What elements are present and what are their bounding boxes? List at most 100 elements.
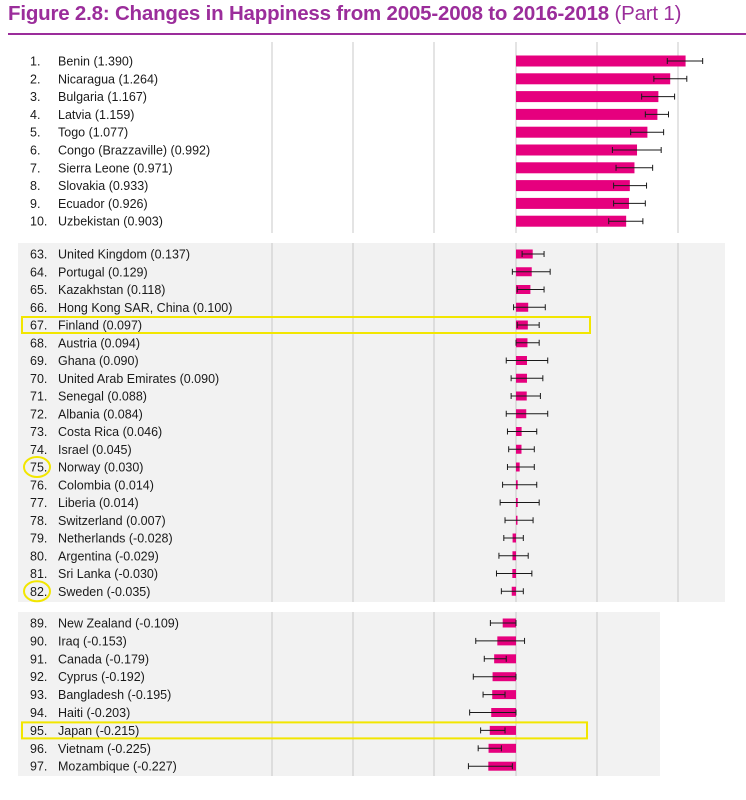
country-label: Switzerland (0.007) [58, 514, 166, 528]
country-label: Sweden (-0.035) [58, 585, 150, 599]
country-label: Israel (0.045) [58, 443, 132, 457]
rank-label: 74. [30, 443, 47, 457]
rank-label: 80. [30, 549, 47, 563]
country-label: Portugal (0.129) [58, 265, 148, 279]
bar [516, 108, 658, 120]
figure-title-part: (Part 1) [614, 2, 682, 25]
bar [488, 743, 516, 753]
country-label: Congo (Brazzaville) (0.992) [58, 144, 210, 158]
rank-label: 2. [30, 72, 40, 86]
country-label: Slovakia (0.933) [58, 179, 148, 193]
bar [516, 215, 627, 227]
country-label: Mozambique (-0.227) [58, 760, 177, 774]
country-label: Canada (-0.179) [58, 652, 149, 666]
rank-label: 72. [30, 407, 47, 421]
country-label: United Arab Emirates (0.090) [58, 372, 219, 386]
rank-label: 69. [30, 354, 47, 368]
country-label: Cyprus (-0.192) [58, 670, 145, 684]
country-label: Japan (-0.215) [58, 724, 139, 738]
country-label: Argentina (-0.029) [58, 549, 159, 563]
country-label: Costa Rica (0.046) [58, 425, 162, 439]
rank-label: 75. [30, 461, 47, 475]
country-label: New Zealand (-0.109) [58, 617, 179, 631]
country-label: Nicaragua (1.264) [58, 72, 158, 86]
rank-label: 78. [30, 514, 47, 528]
rank-label: 5. [30, 126, 40, 140]
rank-label: 4. [30, 108, 40, 122]
bar [516, 73, 671, 85]
bar [516, 91, 659, 103]
bar [516, 55, 686, 67]
highlight-box [21, 316, 591, 334]
rank-label: 66. [30, 301, 47, 315]
highlight-box [21, 721, 588, 740]
rank-label: 97. [30, 760, 47, 774]
rank-label: 96. [30, 742, 47, 756]
rank-label: 93. [30, 688, 47, 702]
country-label: Togo (1.077) [58, 126, 128, 140]
country-label: Colombia (0.014) [58, 478, 154, 492]
country-label: Kazakhstan (0.118) [58, 283, 165, 297]
rank-label: 10. [30, 215, 47, 229]
bar [516, 144, 638, 156]
rank-label: 63. [30, 248, 47, 262]
country-label: Liberia (0.014) [58, 496, 139, 510]
figure-title-main: Figure 2.8: Changes in Happiness from 20… [8, 2, 609, 25]
rank-label: 67. [30, 319, 47, 333]
rank-label: 91. [30, 652, 47, 666]
rank-label: 7. [30, 161, 40, 175]
rank-label: 94. [30, 706, 47, 720]
rank-label: 76. [30, 478, 47, 492]
rank-label: 9. [30, 197, 40, 211]
bar [516, 162, 635, 174]
country-label: United Kingdom (0.137) [58, 248, 190, 262]
rank-label: 8. [30, 179, 40, 193]
country-label: Ecuador (0.926) [58, 197, 148, 211]
country-label: Bulgaria (1.167) [58, 90, 147, 104]
bar [516, 126, 648, 138]
country-label: Uzbekistan (0.903) [58, 215, 163, 229]
country-label: Austria (0.094) [58, 336, 140, 350]
country-label: Sierra Leone (0.971) [58, 161, 173, 175]
country-label: Norway (0.030) [58, 461, 143, 475]
country-label: Iraq (-0.153) [58, 634, 127, 648]
rank-label: 90. [30, 634, 47, 648]
country-label: Benin (1.390) [58, 55, 133, 69]
rank-label: 77. [30, 496, 47, 510]
country-label: Senegal (0.088) [58, 390, 147, 404]
country-label: Hong Kong SAR, China (0.100) [58, 301, 232, 315]
bar [516, 197, 629, 209]
country-label: Vietnam (-0.225) [58, 742, 151, 756]
country-label: Finland (0.097) [58, 319, 142, 333]
country-label: Bangladesh (-0.195) [58, 688, 171, 702]
rank-label: 73. [30, 425, 47, 439]
rank-label: 3. [30, 90, 40, 104]
country-label: Latvia (1.159) [58, 108, 134, 122]
country-label: Albania (0.084) [58, 407, 143, 421]
rank-label: 65. [30, 283, 47, 297]
rank-label: 92. [30, 670, 47, 684]
rank-label: 79. [30, 532, 47, 546]
rank-label: 89. [30, 617, 47, 631]
rank-label: 68. [30, 336, 47, 350]
panel-background [18, 243, 725, 602]
country-label: Haiti (-0.203) [58, 706, 130, 720]
rank-label: 6. [30, 144, 40, 158]
country-label: Sri Lanka (-0.030) [58, 567, 158, 581]
figure-title: Figure 2.8: Changes in Happiness from 20… [8, 2, 681, 26]
rank-label: 82. [30, 585, 47, 599]
rank-label: 71. [30, 390, 47, 404]
bar [516, 180, 630, 192]
rank-label: 64. [30, 265, 47, 279]
panel-background [18, 612, 660, 776]
highlight-circle [23, 580, 51, 603]
highlight-circle [23, 456, 51, 478]
title-rule [8, 33, 746, 35]
rank-label: 81. [30, 567, 47, 581]
rank-label: 1. [30, 55, 40, 69]
country-label: Netherlands (-0.028) [58, 532, 173, 546]
rank-label: 95. [30, 724, 47, 738]
country-label: Ghana (0.090) [58, 354, 139, 368]
rank-label: 70. [30, 372, 47, 386]
